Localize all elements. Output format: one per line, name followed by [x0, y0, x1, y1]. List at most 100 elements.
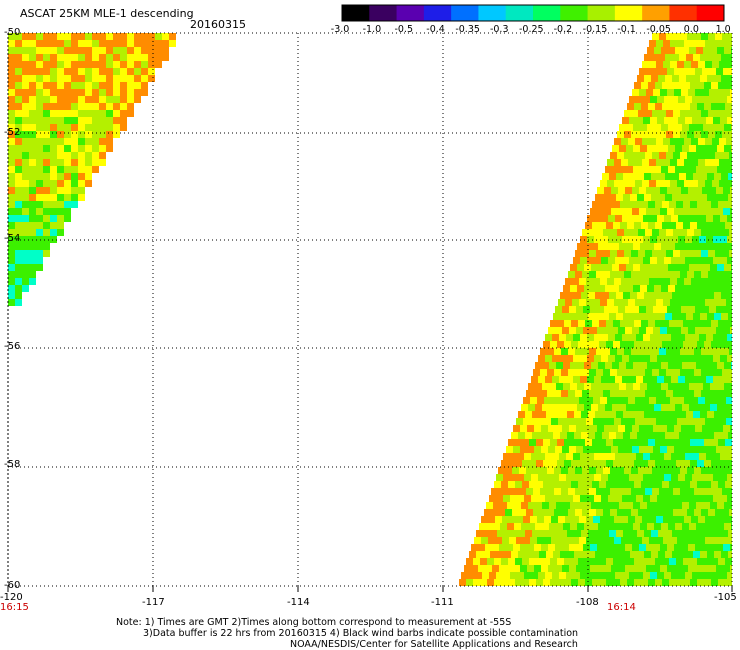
swath-cell	[57, 166, 64, 173]
swath-cell	[624, 369, 631, 376]
swath-cell	[688, 89, 695, 96]
swath-cell	[593, 418, 600, 425]
swath-cell	[694, 348, 701, 355]
swath-cell	[50, 61, 57, 68]
swath-cell	[682, 404, 689, 411]
swath-cell	[523, 516, 530, 523]
swath-cell	[711, 558, 718, 565]
swath-cell	[549, 362, 556, 369]
swath-cell	[661, 362, 668, 369]
swath-cell	[36, 124, 43, 131]
swath-cell	[15, 292, 22, 299]
swath-cell	[535, 502, 542, 509]
swath-cell	[634, 579, 641, 586]
swath-cell	[50, 82, 57, 89]
swath-cell	[513, 544, 520, 551]
swath-cell	[71, 103, 78, 110]
swath-cell	[595, 411, 602, 418]
swath-cell	[691, 180, 698, 187]
swath-cell	[608, 334, 615, 341]
swath-cell	[106, 68, 113, 75]
swath-cell	[627, 320, 634, 327]
swath-cell	[632, 544, 639, 551]
swath-cell	[57, 103, 64, 110]
swath-cell	[22, 89, 29, 96]
swath-cell	[71, 166, 78, 173]
swath-cell	[631, 250, 638, 257]
swath-cell	[640, 264, 647, 271]
swath-cell	[651, 75, 658, 82]
swath-cell	[127, 110, 134, 117]
swath-cell	[567, 292, 574, 299]
swath-cell	[532, 530, 539, 537]
swath-cell	[669, 103, 676, 110]
swath-cell	[660, 327, 667, 334]
swath-cell	[624, 229, 631, 236]
swath-cell	[701, 390, 708, 397]
swath-cell	[650, 117, 657, 124]
swath-cell	[698, 278, 705, 285]
swath-cell	[642, 138, 649, 145]
swath-cell	[648, 341, 655, 348]
swath-cell	[603, 271, 610, 278]
swath-cell	[517, 572, 524, 579]
swath-cell	[651, 530, 658, 537]
swath-cell	[655, 579, 662, 586]
swath-cell	[29, 117, 36, 124]
swath-cell	[64, 131, 71, 138]
swath-cell	[620, 201, 627, 208]
swath-cell	[577, 362, 584, 369]
swath-cell	[658, 530, 665, 537]
swath-cell	[666, 488, 673, 495]
swath-cell	[577, 383, 584, 390]
swath-cell	[483, 530, 490, 537]
swath-cell	[669, 579, 676, 586]
swath-cell	[605, 404, 612, 411]
swath-cell	[685, 215, 692, 222]
swath-cell	[632, 565, 639, 572]
swath-cell	[531, 495, 538, 502]
lat-label: -50	[4, 27, 21, 38]
swath-cell	[657, 215, 664, 222]
swath-cell	[162, 40, 169, 47]
swath-cell	[43, 40, 50, 47]
swath-cell	[627, 558, 634, 565]
swath-cell	[653, 306, 660, 313]
swath-cell	[620, 558, 627, 565]
swath-cell	[638, 369, 645, 376]
swath-cell	[718, 439, 725, 446]
swath-cell	[727, 257, 732, 264]
swath-cell	[584, 383, 591, 390]
swath-cell	[596, 467, 603, 474]
swath-cell	[698, 40, 705, 47]
swath-cell	[719, 180, 726, 187]
swath-cell	[651, 54, 658, 61]
swath-cell	[523, 397, 530, 404]
swath-cell	[622, 215, 629, 222]
swath-cell	[652, 250, 659, 257]
swath-cell	[99, 152, 106, 159]
swath-cell	[715, 110, 722, 117]
swath-cell	[57, 124, 64, 131]
swath-cell	[670, 397, 677, 404]
swath-cell	[15, 180, 22, 187]
swath-cell	[606, 481, 613, 488]
swath-cell	[508, 579, 515, 586]
swath-cell	[656, 159, 663, 166]
swath-cell	[538, 495, 545, 502]
swath-cell	[642, 180, 649, 187]
swath-cell	[572, 278, 579, 285]
swath-cell	[571, 558, 578, 565]
swath-cell	[695, 89, 702, 96]
swath-cell	[50, 159, 57, 166]
swath-cell	[29, 264, 36, 271]
swath-cell	[662, 460, 669, 467]
swath-cell	[619, 362, 626, 369]
swath-cell	[683, 82, 690, 89]
swath-cell	[653, 327, 660, 334]
swath-cell	[92, 117, 99, 124]
swath-cell	[583, 544, 590, 551]
swath-cell	[615, 453, 622, 460]
swath-cell	[78, 40, 85, 47]
swath-cell	[674, 565, 681, 572]
